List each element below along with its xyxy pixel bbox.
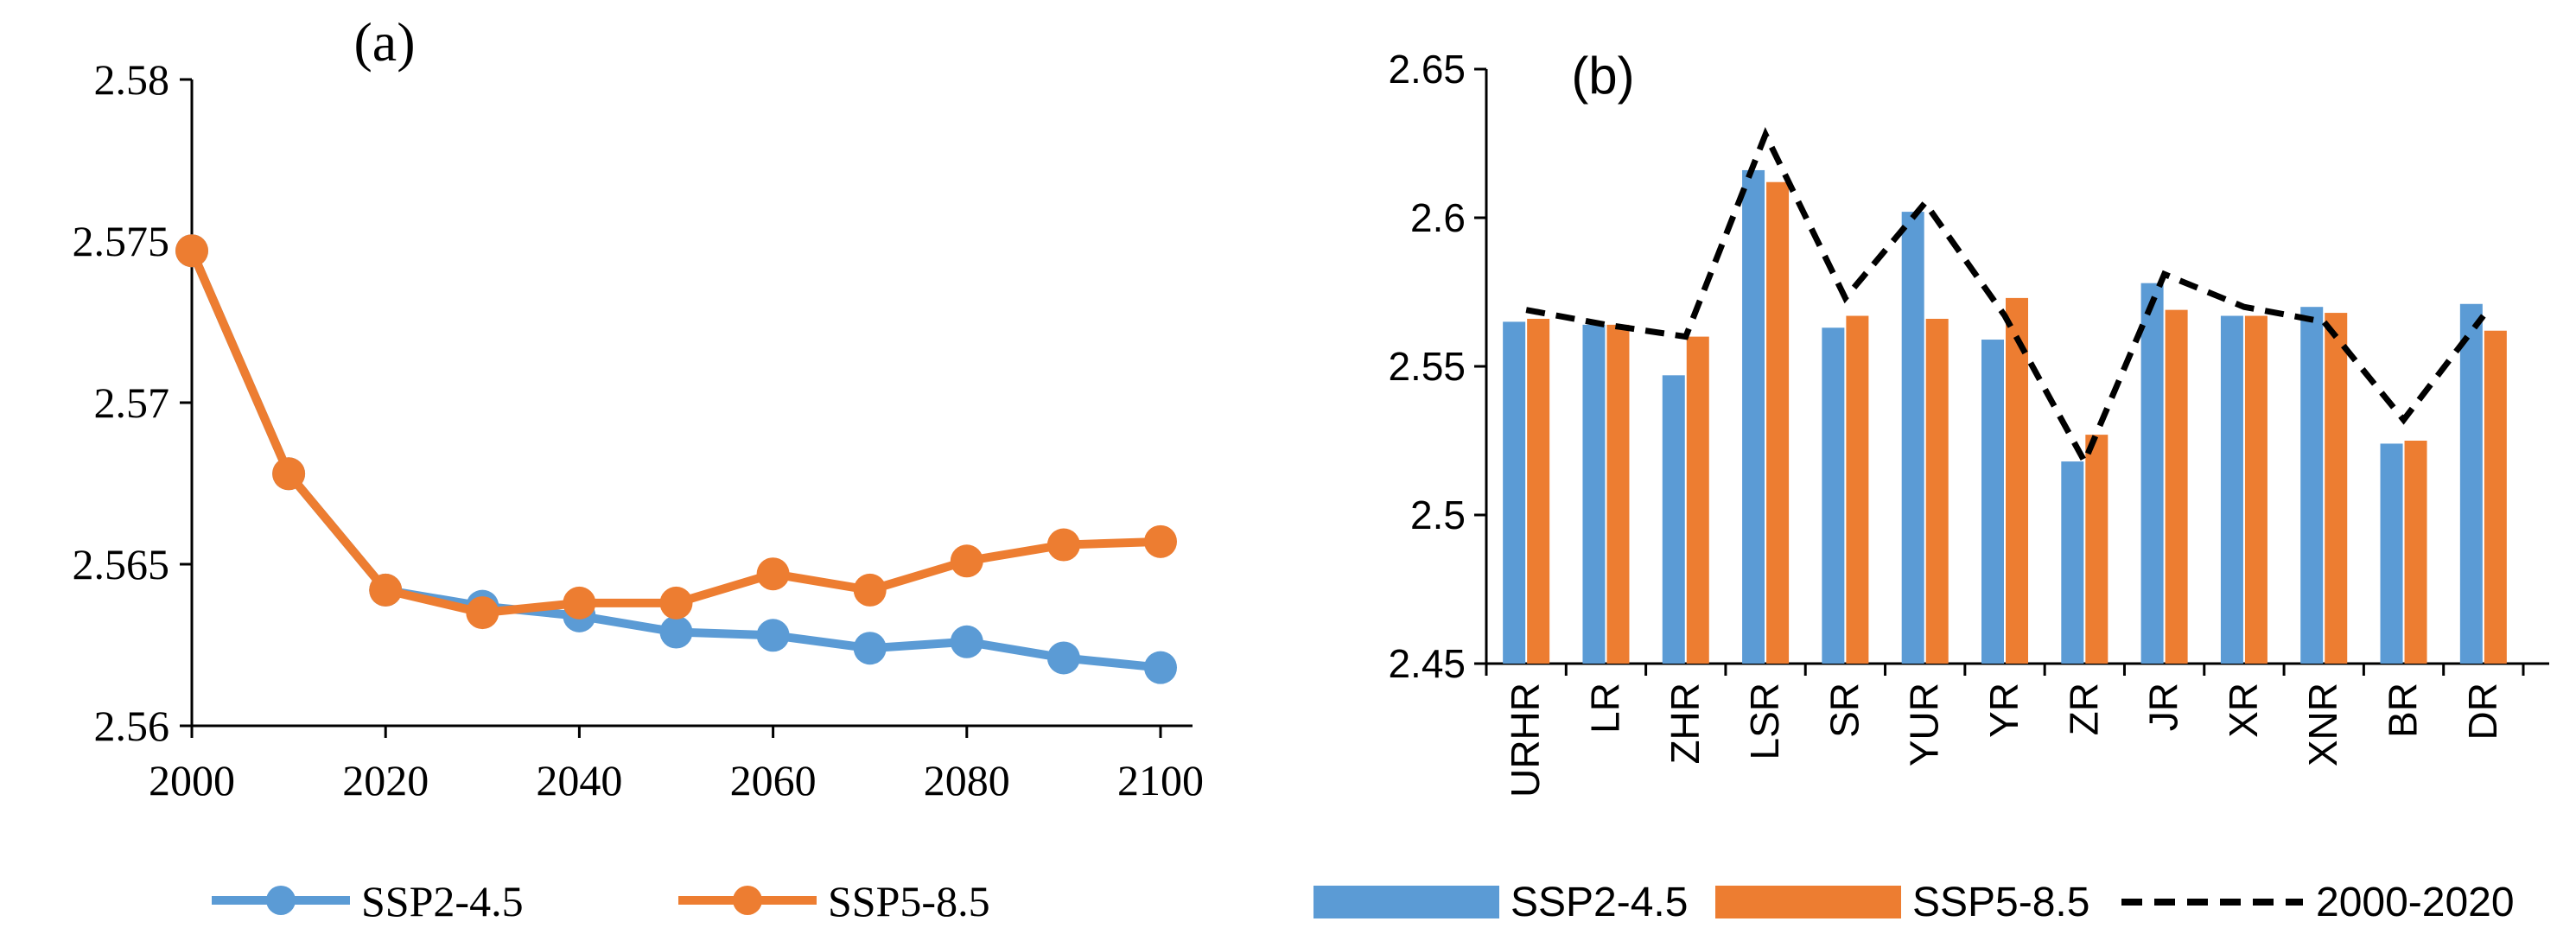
legend-item-ssp245-bar: SSP2-4.5 bbox=[1313, 880, 1688, 925]
panel-a-series-ssp585 bbox=[175, 234, 1177, 630]
panel-a-data-point bbox=[659, 615, 693, 649]
panel-b-bar bbox=[2484, 330, 2507, 664]
panel-b-category-label: SR bbox=[1822, 683, 1867, 738]
panel-a-data-point bbox=[659, 586, 693, 620]
legend-label-ssp585: SSP5-8.5 bbox=[828, 877, 990, 925]
panel-a-y-tick-label: 2.58 bbox=[94, 55, 170, 104]
panel-b-bar bbox=[1822, 327, 1845, 664]
panel-a-series-line bbox=[188, 249, 1161, 618]
panel-a-data-point bbox=[1144, 524, 1177, 558]
panel-a-x-tick-label: 2040 bbox=[536, 756, 622, 804]
legend-label-ssp585-bar: SSP5-8.5 bbox=[1912, 880, 2089, 925]
panel-b-bar bbox=[2085, 435, 2109, 664]
panel-a-data-point bbox=[1046, 528, 1080, 562]
panel-b-category-label: XR bbox=[2221, 683, 2266, 738]
panel-b-bar bbox=[2165, 309, 2188, 664]
panel-a-data-point bbox=[756, 619, 790, 652]
panel-b-bar bbox=[1925, 318, 1949, 664]
panel-a-data-point bbox=[1046, 641, 1080, 675]
panel-b-bar bbox=[2140, 283, 2164, 664]
panel-b-bar bbox=[1582, 324, 1606, 664]
panel-a-x-tick-label: 2060 bbox=[730, 756, 817, 804]
panel-b-bar bbox=[1686, 336, 1709, 664]
panel-a-title: (a) bbox=[353, 11, 415, 73]
panel-a-data-point bbox=[756, 557, 790, 591]
panel-b-category-label: LR bbox=[1582, 683, 1627, 734]
panel-b-series-ssp585 bbox=[1527, 181, 2507, 664]
line-chart-panel-a: 2.56 2.565 2.57 2.575 2.58 2000 2020 2040 2060 2… bbox=[73, 11, 1205, 804]
panel-a-y-tick-label: 2.565 bbox=[73, 540, 170, 588]
panel-a-x-tick-label: 2020 bbox=[342, 756, 429, 804]
panel-b-bar bbox=[1742, 169, 1765, 664]
legend-swatch-ssp585-bar bbox=[1715, 886, 1901, 918]
panel-b-bar bbox=[2404, 441, 2427, 664]
panel-b-bar bbox=[1766, 181, 1790, 664]
panel-a-y-tick-label: 2.575 bbox=[73, 217, 170, 265]
panel-b-y-tick-label: 2.45 bbox=[1388, 641, 1466, 686]
panel-b-bar bbox=[2380, 443, 2403, 664]
panel-a-data-point bbox=[466, 596, 499, 630]
panel-a-y-tick-label: 2.56 bbox=[94, 702, 170, 750]
bar-chart-panel-b: 2.45 2.5 2.55 2.6 2.65 URHR LR ZHR LSR SR YUR YR ZR… bbox=[1388, 47, 2549, 798]
panel-a-x-tick-label: 2100 bbox=[1117, 756, 1204, 804]
panel-a-data-point bbox=[1144, 651, 1177, 684]
panel-a-data-point bbox=[272, 457, 306, 491]
panel-b-category-label: JR bbox=[2141, 683, 2186, 731]
panel-b-bar bbox=[1606, 324, 1630, 664]
panel-b-bar bbox=[1527, 318, 1550, 664]
panel-b-y-tick-label: 2.6 bbox=[1410, 195, 1466, 240]
legend-marker-ssp585 bbox=[733, 886, 762, 915]
panel-a-data-point bbox=[853, 573, 887, 607]
panel-b-y-tick-label: 2.65 bbox=[1388, 47, 1466, 92]
panel-a-data-point bbox=[563, 586, 596, 620]
panel-b-category-label: URHR bbox=[1503, 683, 1548, 798]
panel-b-bar bbox=[2220, 315, 2243, 664]
panel-b-bar bbox=[1981, 340, 2004, 664]
panel-b-category-label: LSR bbox=[1742, 683, 1787, 760]
legend-panel-a: SSP2-4.5 SSP5-8.5 bbox=[212, 877, 990, 925]
panel-b-category-label: DR bbox=[2460, 683, 2505, 740]
panel-b-bar bbox=[1846, 315, 1869, 664]
panel-b-title: (b) bbox=[1571, 47, 1634, 105]
panel-b-bar bbox=[2244, 315, 2268, 664]
panel-b-y-tick-label: 2.5 bbox=[1410, 493, 1466, 537]
panel-b-bar bbox=[1901, 212, 1924, 664]
legend-item-ssp585-line: SSP5-8.5 bbox=[678, 877, 990, 925]
panel-b-bar bbox=[2325, 313, 2348, 664]
panel-b-series-ssp245 bbox=[1503, 169, 2483, 664]
panel-a-data-point bbox=[175, 234, 208, 268]
panel-b-bar bbox=[1503, 321, 1526, 664]
legend-panel-b: SSP2-4.5 SSP5-8.5 2000-2020 bbox=[1313, 880, 2515, 925]
panel-b-bar bbox=[1662, 375, 1685, 664]
panel-a-data-point bbox=[950, 544, 983, 578]
legend-item-ssp245-line: SSP2-4.5 bbox=[212, 877, 524, 925]
panel-b-bar bbox=[2300, 307, 2324, 664]
panel-b-category-label: ZHR bbox=[1663, 683, 1708, 765]
panel-b-reference-line bbox=[1525, 127, 2486, 469]
panel-b-category-label: XNR bbox=[2300, 683, 2345, 766]
panel-a-data-point bbox=[853, 632, 887, 665]
legend-item-reference-line: 2000-2020 bbox=[2121, 880, 2515, 925]
panel-a-x-tick-label: 2000 bbox=[149, 756, 235, 804]
panel-b-category-label: ZR bbox=[2061, 683, 2106, 735]
panel-b-category-label: YUR bbox=[1902, 683, 1947, 766]
legend-label-ssp245: SSP2-4.5 bbox=[361, 877, 524, 925]
legend-marker-ssp245 bbox=[266, 886, 296, 915]
panel-b-bar bbox=[2006, 297, 2028, 664]
panel-a-x-tick-label: 2080 bbox=[924, 756, 1010, 804]
panel-b-bar bbox=[2061, 461, 2084, 664]
panel-a-data-point bbox=[369, 573, 403, 607]
legend-swatch-ssp245-bar bbox=[1313, 886, 1499, 918]
panel-a-data-point bbox=[950, 625, 983, 658]
panel-b-category-label: BR bbox=[2381, 683, 2426, 738]
panel-b-category-label: YR bbox=[1981, 683, 2026, 738]
panel-b-y-tick-label: 2.55 bbox=[1388, 344, 1466, 389]
panel-b-bar bbox=[2459, 303, 2483, 664]
legend-item-ssp585-bar: SSP5-8.5 bbox=[1715, 880, 2089, 925]
legend-label-ssp245-bar: SSP2-4.5 bbox=[1511, 880, 1688, 925]
legend-label-reference: 2000-2020 bbox=[2316, 880, 2515, 925]
panel-a-y-tick-label: 2.57 bbox=[94, 378, 170, 427]
